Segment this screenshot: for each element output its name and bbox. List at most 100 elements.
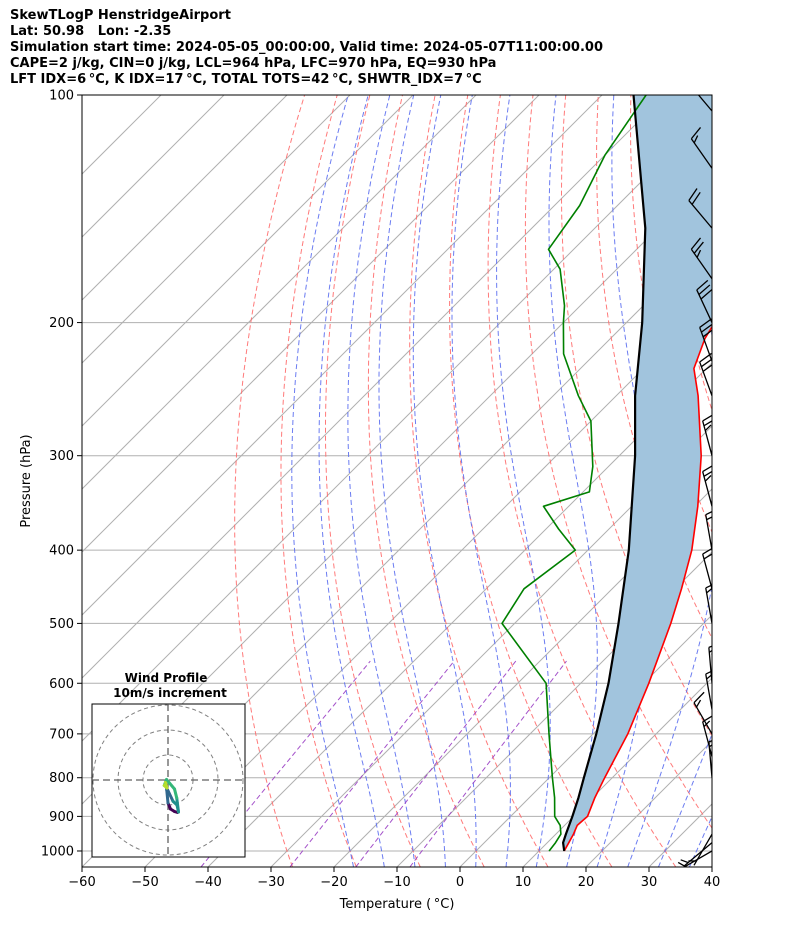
isotherm	[82, 95, 540, 553]
moist-adiabats	[291, 95, 794, 867]
moist-adiabat	[496, 95, 551, 867]
wind-barb-feather	[688, 188, 698, 201]
wind-barb-staff	[702, 553, 712, 589]
dry-adiabat	[449, 95, 613, 867]
wind-barb-feather	[740, 834, 744, 848]
isotherm	[522, 677, 712, 867]
wind-barb	[696, 279, 712, 323]
x-tick-label: −50	[131, 875, 158, 890]
location-coordinates: Lat: 50.98 Lon: -2.35	[10, 24, 172, 39]
mixing-ratio-line	[409, 660, 567, 867]
wind-barb-feather	[699, 318, 712, 328]
wind-barb-staff	[693, 833, 712, 866]
wind-barb-staff	[708, 647, 712, 684]
parcel-line	[561, 95, 647, 852]
y-tick-label: 1000	[41, 844, 74, 859]
mixing-ratio-lines	[200, 660, 567, 867]
x-axis-ticks: −60 −50 −40 −30 −20 −10 0 10 20 30 40	[68, 867, 720, 890]
wind-barbs	[677, 95, 753, 867]
isotherm	[207, 362, 712, 867]
wind-barb-feather	[702, 547, 712, 555]
wind-barb-feather	[703, 470, 712, 477]
wind-barb	[711, 647, 712, 655]
wind-barb-staff	[696, 289, 712, 323]
wind-barb-feather	[702, 465, 712, 473]
isotherm	[396, 551, 712, 867]
wind-barb	[690, 127, 712, 169]
isotherm	[82, 95, 351, 364]
wind-barb-feather	[704, 475, 712, 482]
mixing-ratio-line	[355, 660, 517, 867]
wind-barb-staff	[705, 514, 712, 551]
dry-adiabat	[234, 95, 306, 867]
isotherm	[711, 866, 712, 867]
wind-barb-staff	[699, 361, 712, 397]
wind-barb-feather	[706, 516, 712, 521]
wind-barb	[697, 95, 712, 112]
dry-adiabat	[524, 95, 712, 829]
wind-barb-feather	[701, 323, 712, 333]
wind-barb	[702, 465, 712, 507]
wind-barb	[702, 414, 712, 456]
y-tick-label: 600	[49, 677, 74, 692]
wind-barb-feather	[735, 770, 748, 776]
y-tick-label: 900	[49, 810, 74, 825]
hodograph-subtitle: 10m/s increment	[113, 686, 227, 700]
moist-adiabat	[720, 95, 794, 867]
wind-barb-feather	[702, 414, 712, 422]
wind-barb	[708, 739, 712, 778]
moist-adiabat	[378, 95, 446, 867]
wind-barb-staff	[702, 471, 712, 507]
wind-barb-staff	[699, 327, 712, 362]
wind-barb-feather	[708, 649, 712, 653]
hodograph-segment	[173, 787, 179, 800]
temperature-line	[563, 325, 712, 852]
wind-barb	[705, 510, 712, 551]
hodograph-inset: Wind Profile 10m/s increment	[91, 671, 246, 858]
moist-adiabat	[548, 95, 598, 867]
wind-barb	[690, 237, 712, 280]
hodograph-segment	[164, 781, 169, 790]
isotherm	[82, 95, 666, 679]
wind-barb-staff	[711, 816, 712, 818]
wind-barb-feather	[705, 584, 712, 589]
wind-barb	[677, 850, 712, 867]
x-tick-label: 20	[578, 875, 595, 890]
dry-adiabat	[729, 95, 794, 867]
x-tick-label: 10	[515, 875, 532, 890]
hodograph-segment	[175, 796, 180, 814]
wind-barb-staff	[711, 796, 712, 798]
wind-barb-staff	[702, 721, 712, 757]
wind-barb-staff	[711, 806, 712, 808]
y-tick-label: 700	[49, 727, 74, 742]
mixing-ratio-line	[289, 660, 455, 867]
moist-adiabat	[627, 95, 712, 867]
wind-barb-feather	[708, 739, 712, 743]
wind-barb-feather	[696, 279, 709, 291]
x-tick-label: −30	[257, 875, 284, 890]
x-tick-label: 40	[704, 875, 721, 890]
profile-lines	[501, 95, 712, 852]
y-tick-label: 800	[49, 771, 74, 786]
y-tick-label: 200	[49, 316, 74, 331]
wind-barb-feather	[747, 801, 753, 814]
wind-barb-feather	[690, 237, 702, 250]
x-tick-label: 0	[456, 875, 464, 890]
moist-adiabat	[291, 95, 354, 867]
chart-title: SkewTLogP HenstridgeAirport	[10, 8, 231, 23]
wind-barb	[708, 645, 712, 684]
dewpoint-line	[501, 95, 647, 852]
isotherm	[270, 425, 712, 867]
wind-barb-feather	[695, 699, 702, 708]
hodograph-segment	[165, 778, 176, 791]
wind-barb	[688, 188, 712, 229]
cape-shading	[563, 95, 712, 851]
cape-area	[563, 95, 712, 851]
wind-barb-feather	[705, 670, 712, 675]
simulation-times: Simulation start time: 2024-05-05_00:00:…	[10, 40, 603, 55]
x-tick-label: −60	[68, 875, 95, 890]
dry-adiabat	[409, 95, 549, 867]
x-axis-label: Temperature ( °C)	[339, 897, 455, 912]
wind-barb-feather	[703, 553, 712, 560]
